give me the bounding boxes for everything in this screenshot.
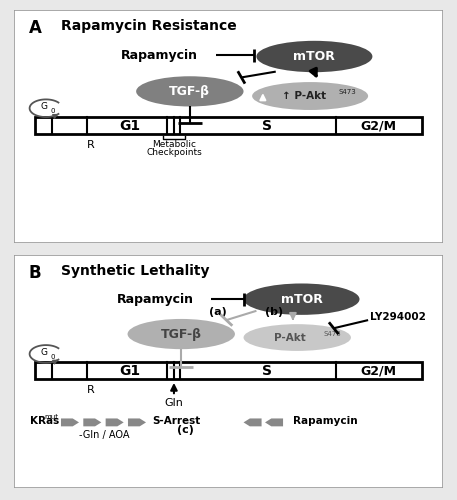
Polygon shape	[61, 418, 79, 426]
Ellipse shape	[244, 284, 360, 315]
Text: G1: G1	[119, 118, 140, 132]
Text: B: B	[29, 264, 42, 282]
Text: G: G	[41, 102, 48, 112]
Polygon shape	[106, 418, 124, 426]
Text: KRas: KRas	[30, 416, 59, 426]
Text: mut: mut	[45, 414, 59, 420]
Text: TGF-β: TGF-β	[170, 85, 210, 98]
Text: (b): (b)	[265, 307, 283, 317]
Text: Rapamycin Resistance: Rapamycin Resistance	[61, 20, 237, 34]
Text: R: R	[87, 140, 95, 149]
Text: A: A	[29, 20, 42, 38]
Polygon shape	[265, 418, 283, 426]
Text: (a): (a)	[209, 307, 227, 317]
Text: S-Arrest: S-Arrest	[153, 416, 201, 426]
Text: G: G	[41, 348, 48, 357]
Text: Gln: Gln	[165, 398, 183, 407]
Text: LY294002: LY294002	[370, 312, 426, 322]
Bar	[35, 117, 422, 134]
Text: Checkpoints: Checkpoints	[146, 148, 202, 158]
Bar	[35, 362, 422, 380]
Polygon shape	[128, 418, 146, 426]
Text: S: S	[262, 118, 272, 132]
Text: mTOR: mTOR	[281, 292, 323, 306]
Text: TGF-β: TGF-β	[161, 328, 202, 340]
Text: Rapamycin: Rapamycin	[117, 292, 194, 306]
Text: Rapamycin: Rapamycin	[121, 49, 198, 62]
Polygon shape	[244, 418, 261, 426]
Ellipse shape	[256, 41, 372, 72]
Ellipse shape	[128, 319, 235, 349]
Text: G1: G1	[119, 364, 140, 378]
Text: mTOR: mTOR	[293, 50, 335, 63]
Text: -Gln / AOA: -Gln / AOA	[79, 430, 129, 440]
Polygon shape	[83, 418, 101, 426]
Text: G2/M: G2/M	[361, 119, 397, 132]
Text: Synthetic Lethality: Synthetic Lethality	[61, 264, 209, 278]
Text: R: R	[87, 384, 95, 394]
Text: G2/M: G2/M	[361, 364, 397, 377]
Text: Metabolic: Metabolic	[152, 140, 196, 148]
Text: S473: S473	[338, 89, 356, 95]
Text: Rapamycin: Rapamycin	[293, 416, 357, 426]
Text: P-Akt: P-Akt	[274, 332, 305, 342]
Ellipse shape	[136, 76, 244, 106]
Text: S473: S473	[323, 330, 341, 336]
Text: S: S	[262, 364, 272, 378]
Text: 0: 0	[50, 354, 55, 360]
Text: (c): (c)	[177, 425, 194, 435]
Text: ↑ P-Akt: ↑ P-Akt	[282, 91, 326, 101]
Ellipse shape	[244, 324, 351, 351]
Text: 0: 0	[50, 108, 55, 114]
Ellipse shape	[252, 82, 368, 110]
